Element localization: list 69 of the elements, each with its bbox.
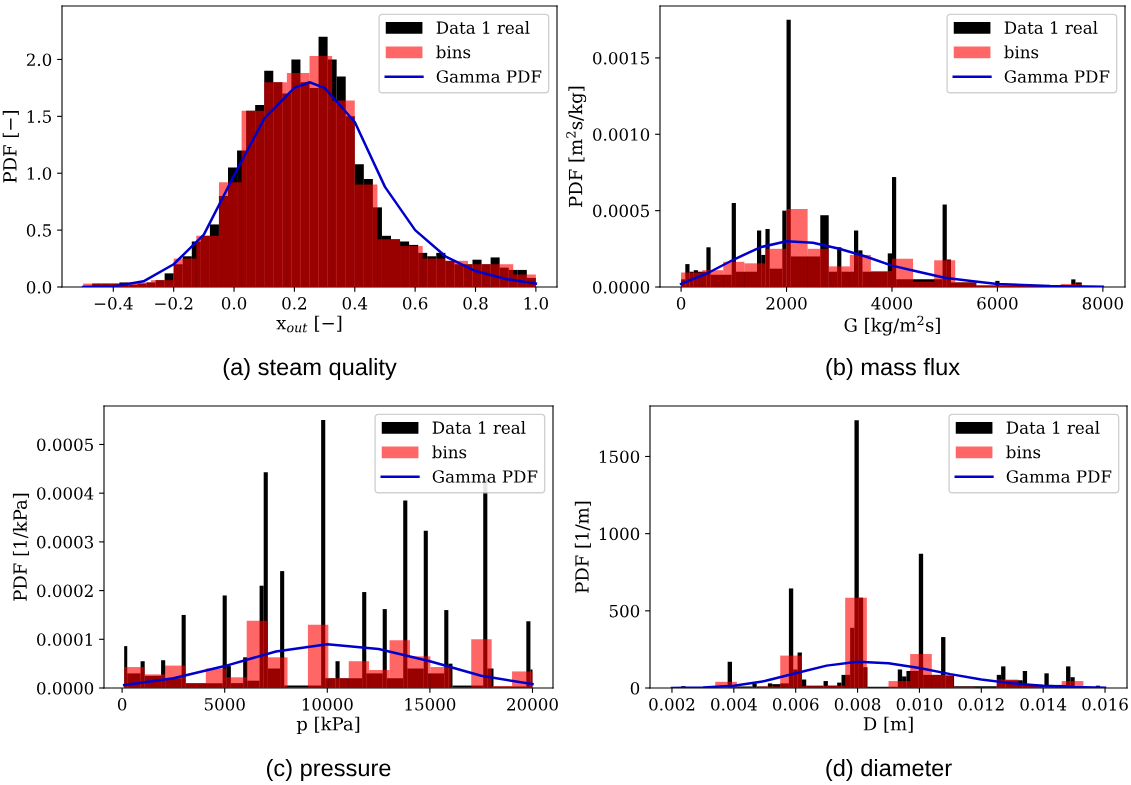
y-axis-title: PDF [1/m] xyxy=(574,501,591,593)
x-tick-label: 0.014 xyxy=(1020,698,1067,711)
y-tick-label: 1.0 xyxy=(27,167,52,180)
y-tick-label: 0 xyxy=(630,681,640,695)
text: (b) mass flux xyxy=(826,357,960,380)
text: (d) diameter xyxy=(826,758,952,781)
x-tick-label: 0.8 xyxy=(463,297,488,310)
y-tick-label: 0.0004 xyxy=(37,487,94,500)
legend-label: bins xyxy=(432,445,467,459)
x-axis-title: G [kg/m$^{2}$s] xyxy=(844,315,940,336)
y-tick-label: 0.0005 xyxy=(37,438,93,452)
y-tick-label: 1000 xyxy=(599,527,640,541)
y-tick-label: 0.0001 xyxy=(37,633,92,646)
x-tick-label: 2000 xyxy=(766,297,807,310)
x-tick-label: 0.010 xyxy=(896,698,943,711)
legend-label: Data 1 real xyxy=(436,21,530,34)
y-tick-label: 0.0000 xyxy=(37,681,94,695)
x-tick-label: −0.2 xyxy=(155,297,193,310)
y-tick-label: 0.0 xyxy=(26,280,52,294)
x-tick-label: 4000 xyxy=(871,297,913,310)
y-tick-label: 1.5 xyxy=(27,110,51,123)
x-tick-label: 0.2 xyxy=(282,297,307,310)
x-tick-label: 20000 xyxy=(507,698,558,711)
x-tick-label: 0.008 xyxy=(834,698,881,711)
x-tick-label: 0.6 xyxy=(402,297,428,310)
legend-label: bins xyxy=(1004,45,1039,59)
x-tick-label: 5000 xyxy=(204,698,245,711)
y-axis-title: PDF [1/kPa] xyxy=(12,493,30,601)
x-tick-label: 0.002 xyxy=(649,698,695,711)
x-tick-label: 0.4 xyxy=(342,297,368,310)
y-axis-title: PDF [−] xyxy=(2,111,19,183)
legend-label: Gamma PDF xyxy=(1004,70,1110,83)
y-tick-label: 0.0003 xyxy=(37,535,94,549)
x-tick-label: −0.4 xyxy=(94,297,133,310)
legend-label: bins xyxy=(1006,445,1041,459)
legend-label: Gamma PDF xyxy=(1006,470,1112,483)
y-tick-label: 0.0010 xyxy=(593,128,650,141)
y-tick-label: 2.0 xyxy=(26,53,52,67)
x-tick-label: 8000 xyxy=(1082,297,1123,310)
legend-label: Gamma PDF xyxy=(436,70,542,83)
legend-label: Gamma PDF xyxy=(432,470,538,483)
x-tick-label: 0.016 xyxy=(1082,698,1128,711)
y-tick-label: 0.0002 xyxy=(37,584,93,598)
y-tick-label: 0.0005 xyxy=(593,204,649,218)
x-tick-label: 0 xyxy=(117,698,127,711)
y-axis-title: PDF [m$^{2}$s/kg] xyxy=(566,86,587,207)
legend-label: Data 1 real xyxy=(1004,21,1098,34)
y-tick-label: 1500 xyxy=(599,450,640,464)
legend-label: Data 1 real xyxy=(1006,421,1100,434)
x-axis-title: p [kPa] xyxy=(296,716,360,735)
x-tick-label: 0.012 xyxy=(958,698,1004,711)
text: (a) steam quality xyxy=(223,357,397,380)
y-tick-label: 0.0015 xyxy=(593,51,649,65)
x-tick-label: 0.0 xyxy=(221,297,247,310)
x-tick-label: 0.006 xyxy=(772,698,819,711)
x-axis-title: D [m] xyxy=(863,716,913,733)
x-tick-label: 6000 xyxy=(977,297,1018,310)
legend-label: Data 1 real xyxy=(432,421,526,434)
y-tick-label: 0.5 xyxy=(26,224,51,237)
x-tick-label: 10000 xyxy=(302,698,353,711)
y-tick-label: 500 xyxy=(609,604,640,618)
text: (c) pressure xyxy=(266,758,391,782)
legend-label: bins xyxy=(436,45,471,59)
x-tick-label: 0 xyxy=(676,297,686,310)
x-tick-label: 15000 xyxy=(405,698,456,711)
y-tick-label: 0.0000 xyxy=(593,280,650,294)
x-tick-label: 1.0 xyxy=(524,297,549,310)
x-tick-label: 0.004 xyxy=(711,698,757,711)
x-axis-title: x$_{out}$ [−] xyxy=(276,315,342,333)
